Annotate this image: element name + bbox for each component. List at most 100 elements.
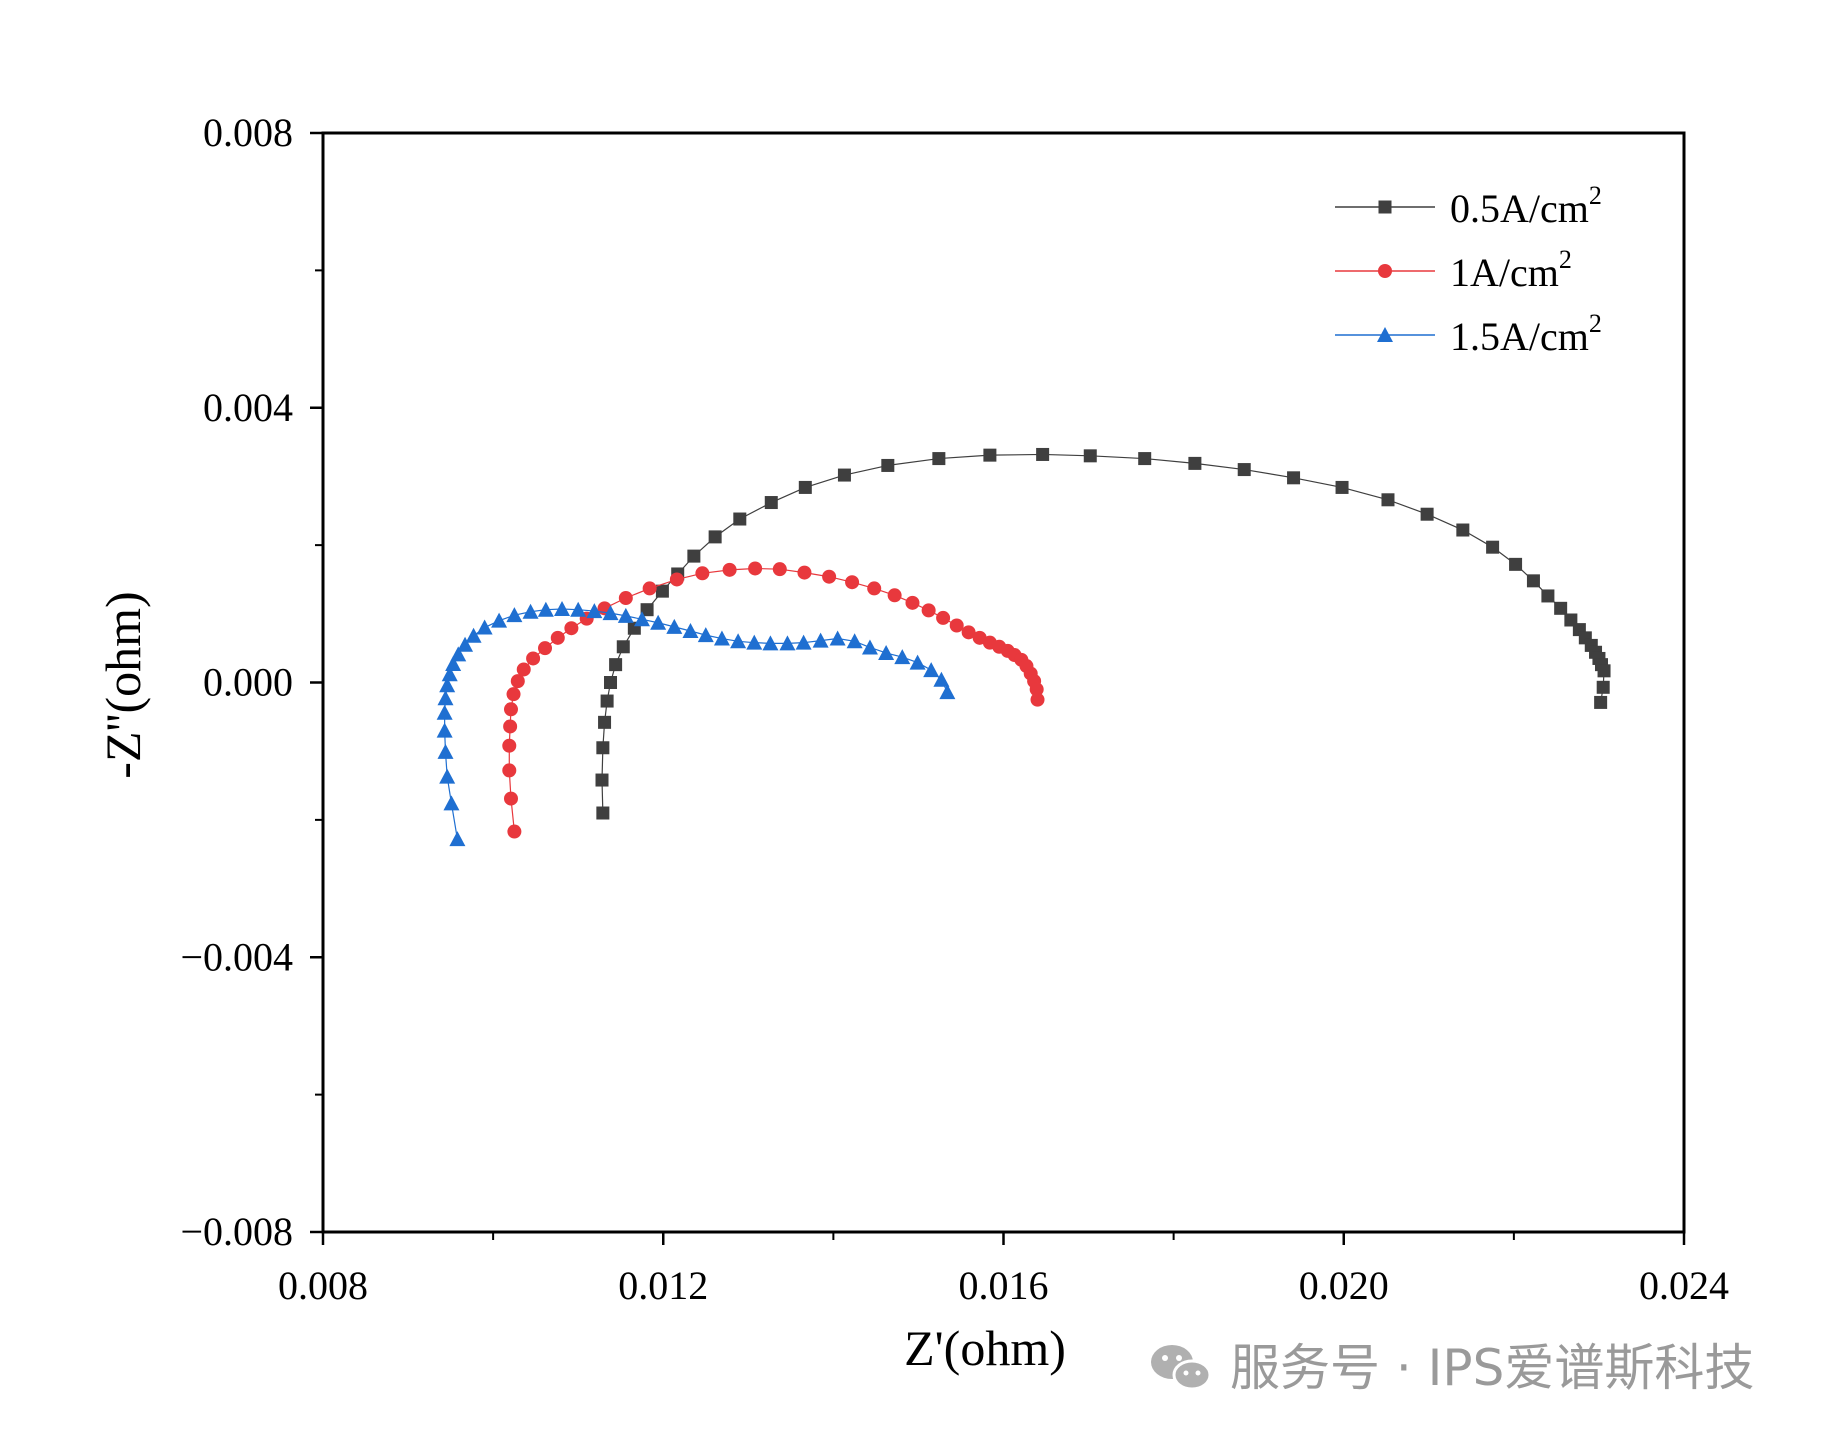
series-1 xyxy=(595,447,1611,820)
data-point xyxy=(491,612,508,628)
legend-item-3: 1.5A/cm2 xyxy=(1335,309,1602,359)
y-axis-title: -Z''(ohm) xyxy=(95,591,151,778)
data-point xyxy=(1596,680,1610,694)
data-point xyxy=(1420,507,1434,521)
data-point xyxy=(795,634,812,650)
data-point xyxy=(939,684,956,700)
data-point xyxy=(921,603,936,618)
data-point xyxy=(708,530,722,544)
data-point xyxy=(812,632,829,648)
data-point xyxy=(846,633,863,649)
data-point xyxy=(439,677,456,693)
data-point xyxy=(618,591,633,606)
data-point xyxy=(633,611,650,627)
data-point xyxy=(1138,452,1152,466)
data-point xyxy=(933,671,950,687)
data-point xyxy=(779,635,796,651)
legend-superscript: 2 xyxy=(1559,245,1572,274)
data-point xyxy=(537,601,554,617)
data-point xyxy=(878,644,895,660)
data-point xyxy=(443,795,460,811)
data-point xyxy=(602,605,619,621)
data-point xyxy=(764,496,778,510)
data-point xyxy=(604,676,618,689)
data-point xyxy=(596,741,610,755)
data-point xyxy=(949,618,964,633)
series-2 xyxy=(502,561,1045,839)
data-point xyxy=(650,614,667,630)
data-point xyxy=(598,715,612,729)
data-point xyxy=(829,630,846,646)
data-point xyxy=(713,630,730,646)
data-point xyxy=(669,572,684,587)
data-point xyxy=(538,641,553,656)
data-point xyxy=(503,719,518,734)
data-point xyxy=(1083,449,1097,463)
data-point xyxy=(697,627,714,643)
legend-marker xyxy=(1377,327,1393,342)
series-layer xyxy=(436,447,1611,847)
data-point xyxy=(570,601,587,617)
data-point xyxy=(596,806,610,820)
data-point xyxy=(642,581,657,596)
data-point xyxy=(1597,664,1611,678)
data-point xyxy=(439,768,456,784)
plot-frame xyxy=(321,131,1686,1234)
data-point xyxy=(437,690,454,706)
data-point xyxy=(748,561,763,576)
data-point xyxy=(867,581,882,596)
data-point xyxy=(616,640,630,654)
data-point xyxy=(861,639,878,655)
data-point xyxy=(595,773,609,787)
data-point xyxy=(507,824,522,839)
data-point xyxy=(1526,574,1540,588)
data-point xyxy=(1486,540,1500,554)
data-point xyxy=(887,588,902,603)
data-point xyxy=(503,791,518,806)
x-axis-title: Z'(ohm) xyxy=(904,1320,1066,1376)
data-point xyxy=(655,584,669,598)
y-tick-label: 0.004 xyxy=(203,385,293,430)
legend-label: 1A/cm2 xyxy=(1450,245,1572,295)
data-point xyxy=(1381,493,1395,507)
data-point xyxy=(845,575,860,590)
series-line xyxy=(601,453,1605,814)
x-axis: 0.008 0.012 0.016 0.020 0.024 xyxy=(278,1232,1729,1308)
x-tick-label: 0.016 xyxy=(959,1263,1049,1308)
data-point xyxy=(905,595,920,610)
legend: 0.5A/cm2 1A/cm2 1.5A/cm2 xyxy=(1335,181,1602,359)
legend-marker xyxy=(1378,200,1392,214)
data-point xyxy=(564,621,579,636)
data-point xyxy=(617,607,634,623)
data-point xyxy=(798,480,812,494)
data-point xyxy=(983,448,997,462)
data-point xyxy=(932,452,946,466)
data-point xyxy=(1554,601,1568,615)
legend-label: 0.5A/cm2 xyxy=(1450,181,1602,231)
data-point xyxy=(746,634,763,650)
legend-superscript: 2 xyxy=(1589,181,1602,210)
x-tick-label: 0.024 xyxy=(1639,1263,1729,1308)
watermark: 服务号 · IPS爱谱斯科技 xyxy=(1151,1339,1754,1397)
data-point xyxy=(881,458,895,472)
data-point xyxy=(502,738,517,753)
data-point xyxy=(961,625,976,640)
data-point xyxy=(687,549,701,563)
data-point xyxy=(586,603,603,619)
data-point xyxy=(1029,682,1044,697)
data-point xyxy=(476,619,493,635)
data-point xyxy=(682,622,699,638)
y-tick-label: −0.004 xyxy=(180,934,293,979)
data-point xyxy=(822,569,837,584)
data-point xyxy=(1237,463,1251,477)
watermark-text: 服务号 · IPS爱谱斯科技 xyxy=(1230,1339,1754,1397)
data-point xyxy=(600,694,614,708)
data-point xyxy=(837,468,851,482)
data-point xyxy=(550,630,565,645)
data-point xyxy=(1287,471,1301,485)
legend-label: 1.5A/cm2 xyxy=(1450,309,1602,359)
data-point xyxy=(640,603,654,617)
data-point xyxy=(1541,589,1555,603)
series-line xyxy=(508,567,1039,832)
